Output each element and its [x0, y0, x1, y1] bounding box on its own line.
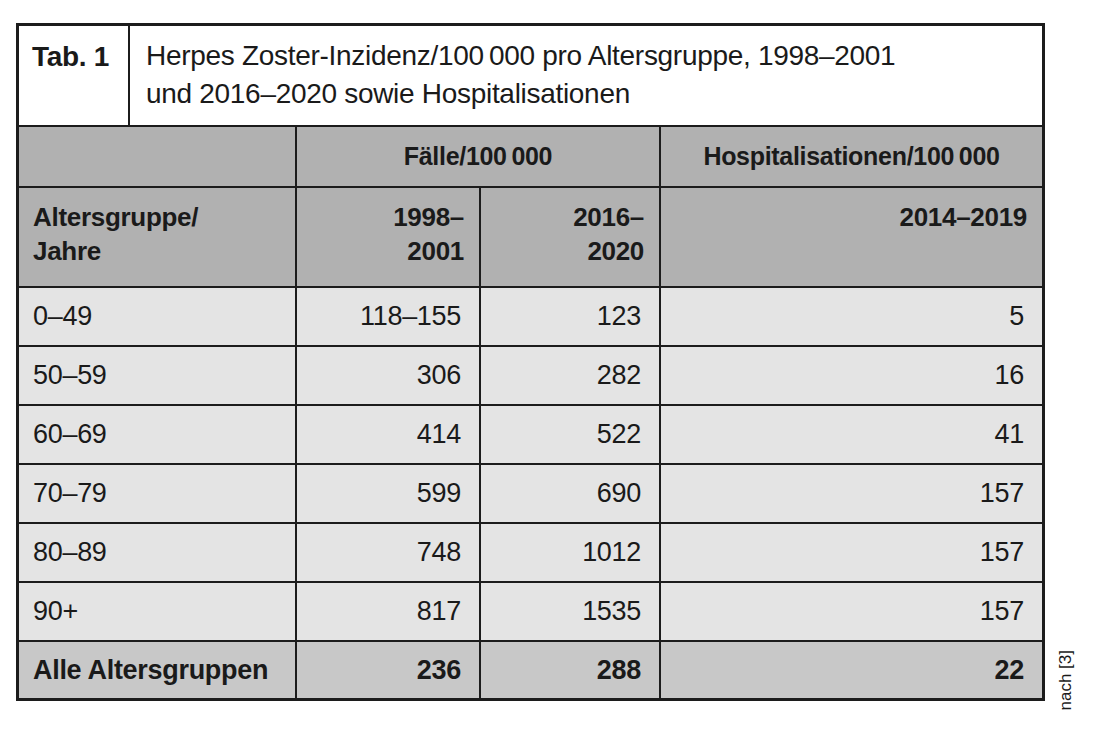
column-header-row: Altersgruppe/ Jahre 1998– 2001 2016– 202…	[19, 187, 1042, 287]
hospitalizations-cell: 157	[660, 464, 1042, 523]
hospitalizations-cell: 157	[660, 582, 1042, 641]
table-row: 80–89 748 1012 157	[19, 523, 1042, 582]
hospitalizations-group-header: Hospitalisationen/100 000	[660, 127, 1042, 187]
cases-1998-2001-cell: 118–155	[296, 287, 480, 346]
cases-period-1-header: 1998– 2001	[296, 187, 480, 287]
table-row: 60–69 414 522 41	[19, 405, 1042, 464]
age-group-cell: 50–59	[19, 346, 296, 405]
table-row: 50–59 306 282 16	[19, 346, 1042, 405]
table-number-label: Tab. 1	[19, 26, 130, 125]
hospitalizations-cell: 16	[660, 346, 1042, 405]
cases-2016-2020-cell: 1012	[480, 523, 660, 582]
cases-2016-2020-cell: 522	[480, 405, 660, 464]
cases-2016-2020-cell: 690	[480, 464, 660, 523]
cases-1998-2001-cell: 599	[296, 464, 480, 523]
total-cases-1998-2001: 236	[296, 641, 480, 698]
hospitalizations-cell: 41	[660, 405, 1042, 464]
cases-2016-2020-cell: 123	[480, 287, 660, 346]
total-row-label: Alle Altersgruppen	[19, 641, 296, 698]
cases-1998-2001-cell: 306	[296, 346, 480, 405]
table-row: 0–49 118–155 123 5	[19, 287, 1042, 346]
source-citation: nach [3]	[1056, 650, 1076, 711]
age-group-header: Altersgruppe/ Jahre	[19, 187, 296, 287]
cases-2016-2020-cell: 1535	[480, 582, 660, 641]
table-body: 0–49 118–155 123 5 50–59 306 282 16 60–6…	[19, 287, 1042, 698]
cases-2016-2020-cell: 282	[480, 346, 660, 405]
hosp-period-header: 2014–2019	[660, 187, 1042, 287]
age-group-cell: 0–49	[19, 287, 296, 346]
total-row: Alle Altersgruppen 236 288 22	[19, 641, 1042, 698]
age-group-cell: 60–69	[19, 405, 296, 464]
cases-1998-2001-cell: 817	[296, 582, 480, 641]
empty-header-cell	[19, 127, 296, 187]
cases-1998-2001-cell: 414	[296, 405, 480, 464]
hospitalizations-cell: 157	[660, 523, 1042, 582]
table-title: Herpes Zoster-Inzidenz/100 000 pro Alter…	[130, 26, 1042, 125]
cases-period-2-header: 2016– 2020	[480, 187, 660, 287]
incidence-table: Tab. 1 Herpes Zoster-Inzidenz/100 000 pr…	[16, 23, 1045, 701]
hospitalizations-cell: 5	[660, 287, 1042, 346]
table-row: 70–79 599 690 157	[19, 464, 1042, 523]
table-row: 90+ 817 1535 157	[19, 582, 1042, 641]
age-group-cell: 70–79	[19, 464, 296, 523]
data-table: Fälle/100 000 Hospitalisationen/100 000 …	[19, 127, 1042, 698]
age-group-cell: 90+	[19, 582, 296, 641]
group-header-row: Fälle/100 000 Hospitalisationen/100 000	[19, 127, 1042, 187]
cases-1998-2001-cell: 748	[296, 523, 480, 582]
age-group-cell: 80–89	[19, 523, 296, 582]
table-title-row: Tab. 1 Herpes Zoster-Inzidenz/100 000 pr…	[19, 26, 1042, 127]
total-cases-2016-2020: 288	[480, 641, 660, 698]
total-hospitalizations: 22	[660, 641, 1042, 698]
table-figure: Tab. 1 Herpes Zoster-Inzidenz/100 000 pr…	[0, 0, 1100, 732]
cases-group-header: Fälle/100 000	[296, 127, 660, 187]
